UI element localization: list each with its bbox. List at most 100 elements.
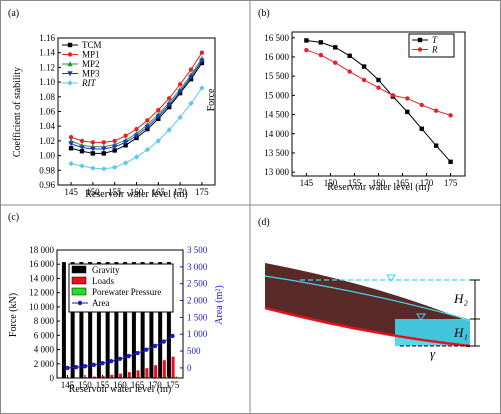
x-tick-label: 145 bbox=[300, 178, 314, 188]
marker bbox=[390, 93, 396, 98]
bar bbox=[145, 368, 149, 378]
bar bbox=[166, 376, 169, 378]
legend-box bbox=[68, 263, 174, 313]
bar bbox=[61, 262, 66, 378]
legend-swatch bbox=[71, 265, 87, 274]
y-axis-label: Coefficient of stability bbox=[12, 67, 23, 157]
y2-tick-label: 1 500 bbox=[187, 312, 208, 322]
marker bbox=[155, 138, 162, 144]
panel-label: (d) bbox=[258, 217, 270, 228]
marker bbox=[90, 146, 96, 152]
marker bbox=[188, 100, 194, 107]
marker bbox=[166, 127, 172, 133]
marker bbox=[167, 96, 172, 101]
bar bbox=[140, 262, 145, 378]
y2-tick-label: 3 500 bbox=[187, 245, 208, 255]
y2-tick-label: 500 bbox=[187, 346, 201, 356]
bar bbox=[92, 376, 96, 378]
marker bbox=[134, 126, 139, 132]
y-tick-label: 1.06 bbox=[39, 107, 55, 117]
marker bbox=[152, 343, 158, 349]
plot-frame bbox=[291, 31, 466, 177]
x-tick-label: 145 bbox=[61, 380, 75, 390]
y-tick-label: 2 000 bbox=[34, 359, 55, 369]
bar bbox=[105, 262, 110, 378]
plot-frame bbox=[56, 249, 184, 379]
legend-label: MP3 bbox=[82, 69, 100, 79]
marker bbox=[67, 71, 73, 77]
bar bbox=[79, 262, 84, 378]
bar bbox=[131, 262, 136, 378]
bar bbox=[114, 262, 119, 378]
y-tick-label: 14 000 bbox=[264, 129, 289, 139]
x-tick-label: 170 bbox=[173, 187, 187, 197]
y-tick-label: 15 000 bbox=[264, 90, 289, 100]
marker bbox=[67, 52, 73, 57]
panel-label: (a) bbox=[8, 8, 19, 19]
y2-tick-label: 2 000 bbox=[187, 296, 208, 306]
y-tick-label: 13 000 bbox=[264, 167, 289, 177]
marker bbox=[126, 353, 131, 359]
x-axis-label: Reservoir water level (m) bbox=[85, 189, 187, 200]
marker bbox=[100, 360, 105, 366]
panel-label: (c) bbox=[8, 212, 19, 223]
marker bbox=[112, 148, 117, 153]
x-tick-label: 155 bbox=[108, 187, 122, 197]
marker bbox=[318, 52, 324, 58]
legend-label: MP1 bbox=[82, 50, 100, 60]
bar bbox=[154, 365, 158, 378]
panel-label: (b) bbox=[258, 8, 270, 19]
y-axis-label: Force (kN) bbox=[8, 293, 19, 337]
y2-tick-label: 1 000 bbox=[187, 329, 208, 339]
marker bbox=[82, 364, 88, 369]
marker bbox=[144, 147, 151, 153]
marker bbox=[111, 144, 118, 150]
bar bbox=[158, 376, 160, 378]
marker bbox=[188, 67, 194, 72]
marker bbox=[419, 102, 424, 108]
bar bbox=[136, 370, 140, 378]
marker bbox=[177, 82, 183, 87]
marker bbox=[405, 96, 410, 101]
bar bbox=[149, 262, 154, 378]
legend-label: TCM bbox=[82, 40, 102, 50]
y-axis-label: Force bbox=[206, 88, 217, 111]
legend-swatch bbox=[71, 276, 87, 285]
marker bbox=[376, 77, 381, 83]
marker bbox=[166, 102, 172, 108]
x-tick-label: 175 bbox=[195, 187, 209, 197]
marker bbox=[112, 138, 117, 144]
height-label: H₁ bbox=[453, 325, 468, 340]
marker bbox=[361, 64, 367, 69]
legend-swatch bbox=[71, 287, 87, 296]
bar bbox=[70, 262, 75, 378]
y-tick-label: 1.00 bbox=[39, 151, 55, 161]
marker bbox=[101, 146, 107, 152]
x-tick-label: 175 bbox=[444, 178, 458, 188]
y2-tick-label: 3 000 bbox=[187, 262, 208, 272]
marker bbox=[448, 159, 453, 164]
marker bbox=[433, 108, 439, 113]
marker bbox=[74, 365, 79, 370]
y-tick-label: 1.14 bbox=[39, 48, 55, 58]
marker bbox=[91, 362, 96, 368]
marker bbox=[133, 133, 140, 139]
series-line bbox=[306, 49, 451, 116]
plot-frame bbox=[57, 37, 216, 186]
legend-label: Loads bbox=[92, 276, 114, 286]
y-tick-label: 1.10 bbox=[39, 77, 55, 87]
legend-label: MP2 bbox=[82, 59, 100, 69]
marker bbox=[161, 339, 166, 344]
legend-label: Gravity bbox=[92, 265, 120, 275]
marker bbox=[79, 163, 85, 169]
marker bbox=[68, 135, 74, 140]
bar bbox=[127, 372, 131, 378]
marker bbox=[144, 347, 149, 352]
marker bbox=[333, 45, 338, 50]
y-tick-label: 16 000 bbox=[264, 52, 289, 62]
marker bbox=[177, 89, 183, 95]
bar bbox=[101, 375, 105, 378]
marker bbox=[433, 143, 439, 148]
marker bbox=[405, 109, 410, 115]
